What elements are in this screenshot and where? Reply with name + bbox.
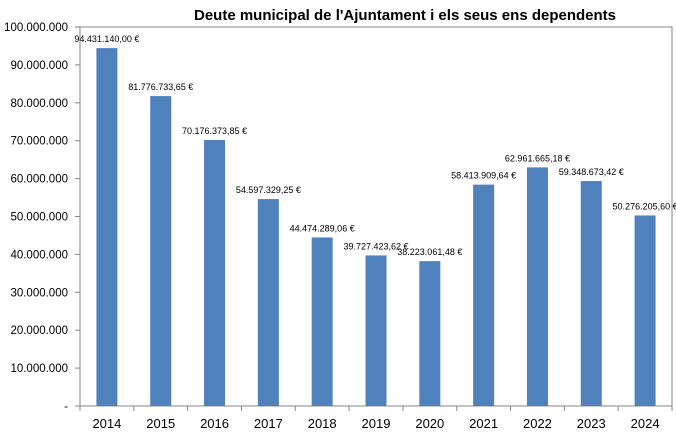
chart-title: Deute municipal de l'Ajuntament i els se…	[194, 7, 616, 24]
y-tick-label: 60.000.000	[10, 174, 68, 186]
data-label: 58.413.909,64 €	[451, 171, 516, 181]
x-tick-label: 2019	[362, 416, 391, 431]
bar	[419, 261, 441, 406]
data-label: 38.223.061,48 €	[397, 247, 462, 257]
x-tick-label: 2014	[92, 416, 121, 431]
x-tick-label: 2016	[200, 416, 229, 431]
bars	[96, 48, 656, 407]
data-label: 59.348.673,42 €	[559, 167, 624, 177]
bar	[204, 140, 226, 406]
y-tick-label: 100.000.000	[4, 22, 68, 34]
data-label: 50.276.205,60 €	[613, 201, 676, 211]
bar	[473, 184, 495, 406]
y-tick-label: 90.000.000	[10, 60, 68, 72]
bar	[96, 48, 118, 406]
bar	[365, 255, 387, 406]
data-label: 44.474.289,06 €	[290, 223, 355, 233]
x-tick-label: 2022	[523, 416, 552, 431]
y-tick-label: 40.000.000	[10, 249, 68, 261]
y-tick-label: 70.000.000	[10, 136, 68, 148]
bar	[526, 167, 548, 406]
data-label: 54.597.329,25 €	[236, 185, 301, 195]
bar	[580, 181, 602, 406]
data-label: 70.176.373,85 €	[182, 126, 247, 136]
x-tick-label: 2023	[577, 416, 606, 431]
data-labels: 94.431.140,00 € 81.776.733,65 € 70.176.373…	[74, 34, 676, 257]
x-tick-label: 2024	[631, 416, 660, 431]
y-axis-ticks: - 10.000.000 20.000.000 30.000.000 40.000.00…	[4, 22, 80, 413]
x-tick-label: 2017	[254, 416, 283, 431]
x-tick-label: 2015	[146, 416, 175, 431]
data-label: 39.727.423,62 €	[343, 241, 408, 251]
data-label: 81.776.733,65 €	[128, 82, 193, 92]
bar	[634, 215, 656, 406]
y-tick-label: 30.000.000	[10, 287, 68, 299]
data-label: 62.961.665,18 €	[505, 153, 570, 163]
y-tick-label: 10.000.000	[10, 363, 68, 375]
data-label: 94.431.140,00 €	[74, 34, 139, 44]
x-axis-labels: 2014 2015 2016 2017 2018 2019 2020 2021 2022 2023…	[92, 416, 659, 431]
y-tick-label: -	[64, 401, 68, 413]
y-tick-label: 20.000.000	[10, 325, 68, 337]
y-tick-label: 50.000.000	[10, 212, 68, 224]
bar	[311, 237, 333, 406]
x-tick-label: 2021	[469, 416, 498, 431]
y-tick-label: 80.000.000	[10, 98, 68, 110]
bar	[150, 96, 172, 407]
x-tick-label: 2018	[308, 416, 337, 431]
bar	[257, 199, 279, 406]
x-tick-label: 2020	[415, 416, 444, 431]
